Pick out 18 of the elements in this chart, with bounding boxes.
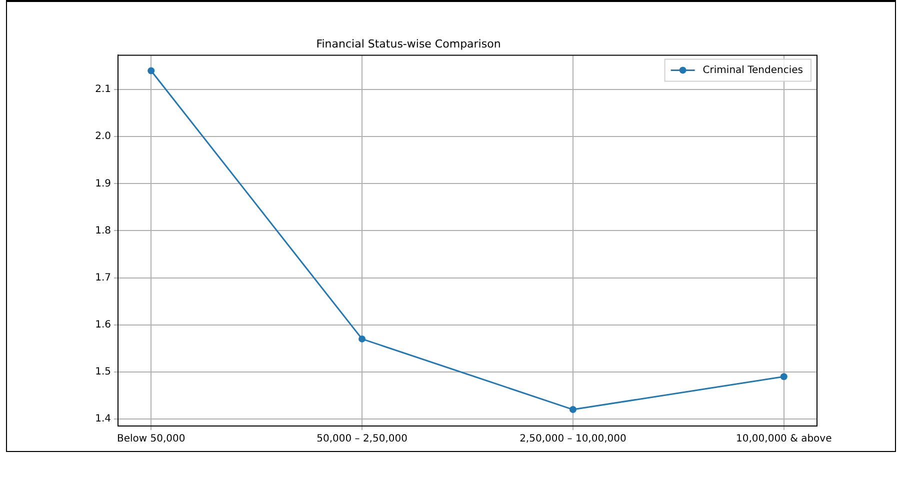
y-tick-label: 1.7 bbox=[95, 272, 111, 284]
x-tick-label: Below 50,000 bbox=[116, 434, 186, 445]
point bbox=[148, 67, 155, 74]
y-tick-label: 2.1 bbox=[95, 84, 111, 96]
y-tick-label: 2.0 bbox=[95, 131, 111, 142]
y-tick-label: 1.5 bbox=[95, 366, 111, 378]
x-tick-label: 10,00,000 & above bbox=[736, 434, 832, 445]
x-tick-label: 2,50,000 – 10,00,000 bbox=[520, 434, 626, 445]
y-tick-label: 1.6 bbox=[95, 319, 111, 330]
chart-title: Financial Status-wise Comparison bbox=[316, 37, 501, 50]
y-tick-label: 1.4 bbox=[95, 414, 111, 425]
y-tick-label: 1.9 bbox=[95, 178, 111, 190]
point bbox=[358, 335, 366, 342]
point bbox=[780, 373, 788, 380]
legend-label: Criminal Tendencies bbox=[702, 64, 804, 76]
y-tick-label: 1.8 bbox=[95, 225, 111, 236]
point bbox=[569, 406, 576, 414]
x-tick-label: 50,000 – 2,50,000 bbox=[316, 434, 408, 445]
